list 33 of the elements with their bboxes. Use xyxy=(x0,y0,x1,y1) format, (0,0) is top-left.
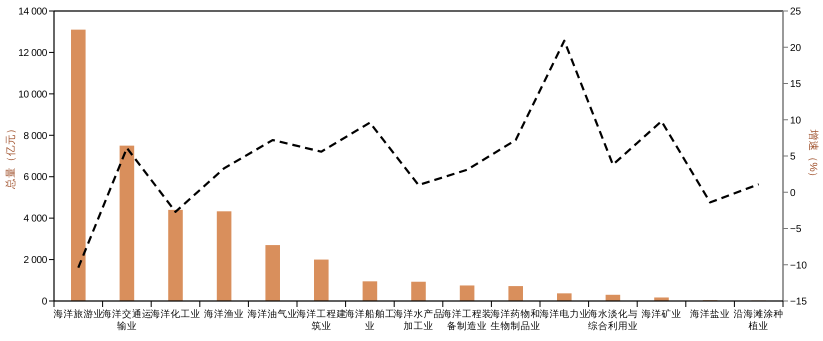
x-tick-label: 海洋交通运输业 xyxy=(102,309,152,333)
x-tick-label: 海洋盐业 xyxy=(690,309,730,320)
x-tick-label: 海洋水产品加工业 xyxy=(393,309,444,333)
x-tick-label: 海水淡化与综合利用业 xyxy=(588,309,639,333)
y-tick-label: 12 000 xyxy=(18,48,48,59)
y-tick-label: 14 000 xyxy=(18,6,48,18)
y-tick-label: 0 xyxy=(42,296,48,308)
y-tick-label: 2 000 xyxy=(23,255,48,266)
x-tick-label: 海洋工程建筑业 xyxy=(296,309,346,333)
x-tick-label: 沿海滩涂种植业 xyxy=(732,309,785,333)
y-axis-title: 总量（亿元） xyxy=(4,123,17,190)
y2-tick-label: −5 xyxy=(790,224,802,235)
y2-axis-title: 增速（%） xyxy=(807,128,820,183)
y2-tick-label: −10 xyxy=(790,260,808,272)
x-tick-label: 海洋旅游业 xyxy=(52,309,104,321)
y2-tick-label: 15 xyxy=(790,79,802,90)
y-tick-label: 10 000 xyxy=(18,89,48,100)
x-tick-label: 海洋油气业 xyxy=(246,309,298,321)
y2-tick-label: 25 xyxy=(790,6,802,18)
y-tick-label: 8 000 xyxy=(23,130,48,142)
y2-tick-label: −15 xyxy=(790,296,808,308)
x-tick-label: 海洋化工业 xyxy=(150,309,202,321)
y2-tick-label: 10 xyxy=(790,115,802,126)
y2-tick-label: 0 xyxy=(790,188,796,199)
y2-tick-label: 5 xyxy=(790,152,796,162)
x-tick-label: 海洋药物和生物制品业 xyxy=(490,309,541,333)
y2-tick-label: 20 xyxy=(790,42,802,54)
y-tick-label: 6 000 xyxy=(23,172,48,184)
x-tick-label: 海洋电力业 xyxy=(539,309,590,321)
y-tick-label: 4 000 xyxy=(23,214,48,225)
x-tick-label: 海洋矿业 xyxy=(641,309,682,320)
x-tick-label: 海洋船舶工业 xyxy=(344,309,395,333)
x-tick-label: 海洋渔业 xyxy=(204,309,244,320)
